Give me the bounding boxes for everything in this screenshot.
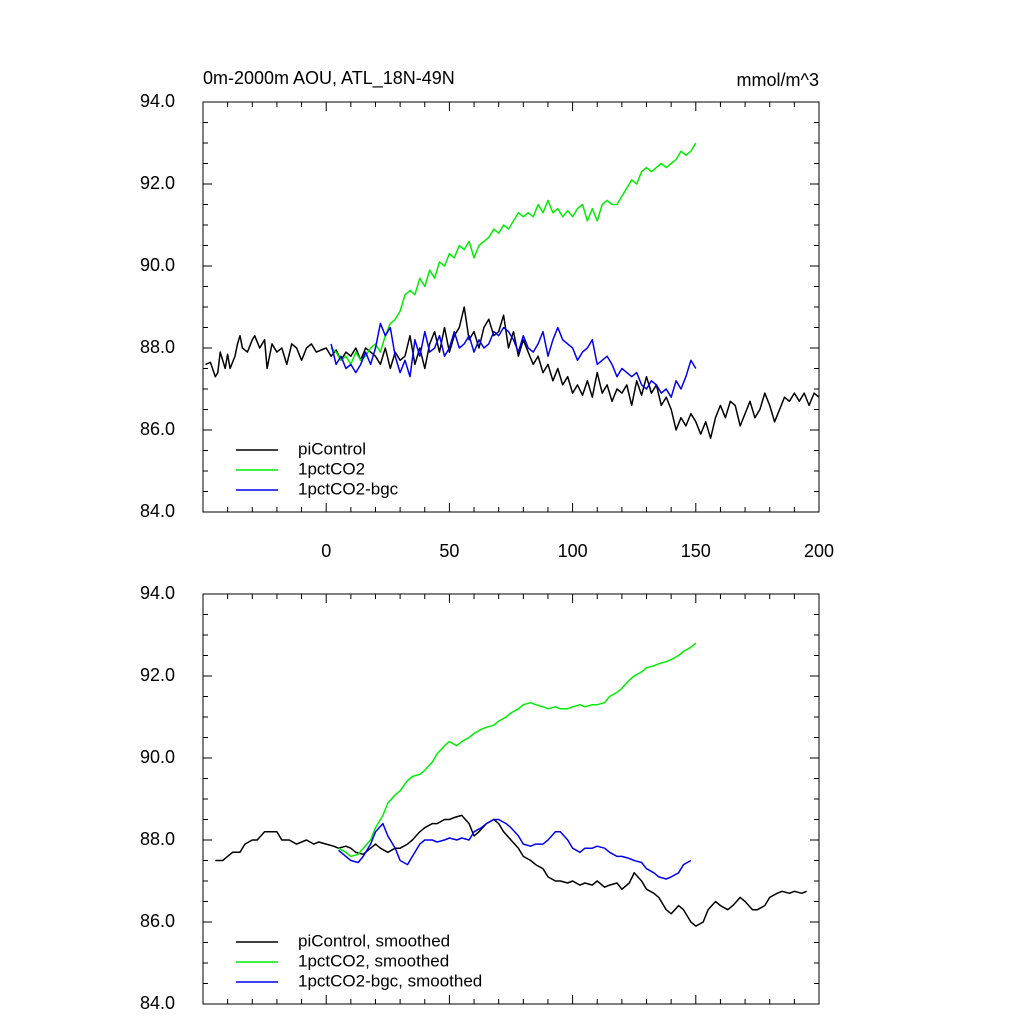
- legend-label: piControl, smoothed: [298, 931, 450, 950]
- top-y-tick-label: 84.0: [140, 501, 175, 521]
- top-y-tick-label: 92.0: [140, 173, 175, 193]
- series-line-1pctco2-bgc-smoothed: [339, 820, 691, 880]
- bottom-y-tick-label: 92.0: [140, 665, 175, 685]
- series-line-picontrol-smoothed: [215, 815, 806, 926]
- top-x-tick-label: 50: [439, 541, 459, 561]
- legend-label: 1pctCO2-bgc, smoothed: [298, 971, 482, 990]
- bottom-plot-frame: [203, 594, 819, 1004]
- top-series: [206, 143, 820, 438]
- top-plot-frame: [203, 102, 819, 512]
- bottom-series: [215, 643, 806, 926]
- figure: 0m-2000m AOU, ATL_18N-49N mmol/m^3 84.08…: [0, 0, 1024, 1024]
- top-panel: 84.0 86.0 88.0 90.0 92.0 94.0 0 50 100 150 200 piC…: [140, 91, 834, 561]
- legend-label: 1pctCO2, smoothed: [298, 951, 449, 970]
- bottom-ticks: 84.0 86.0 88.0 90.0 92.0 94.0: [140, 583, 819, 1013]
- bottom-y-tick-label: 86.0: [140, 911, 175, 931]
- top-y-tick-label: 94.0: [140, 91, 175, 111]
- units-label: mmol/m^3: [737, 70, 819, 90]
- top-y-tick-label: 86.0: [140, 419, 175, 439]
- top-y-tick-label: 90.0: [140, 255, 175, 275]
- top-y-tick-label: 88.0: [140, 337, 175, 357]
- bottom-y-tick-label: 90.0: [140, 747, 175, 767]
- chart-title: 0m-2000m AOU, ATL_18N-49N: [203, 68, 455, 89]
- legend-label: 1pctCO2-bgc: [298, 479, 399, 498]
- series-line-picontrol: [206, 307, 820, 438]
- bottom-panel: 84.0 86.0 88.0 90.0 92.0 94.0 piControl, smoo…: [140, 583, 819, 1013]
- top-x-tick-label: 100: [558, 541, 588, 561]
- legend-label: 1pctCO2: [298, 459, 365, 478]
- bottom-y-tick-label: 94.0: [140, 583, 175, 603]
- top-x-tick-label: 150: [681, 541, 711, 561]
- bottom-y-tick-label: 88.0: [140, 829, 175, 849]
- top-x-tick-label: 0: [321, 541, 331, 561]
- series-line-1pctco2-smoothed: [339, 643, 696, 856]
- top-x-tick-label: 200: [804, 541, 834, 561]
- bottom-y-tick-label: 84.0: [140, 993, 175, 1013]
- legend-label: piControl: [298, 439, 366, 458]
